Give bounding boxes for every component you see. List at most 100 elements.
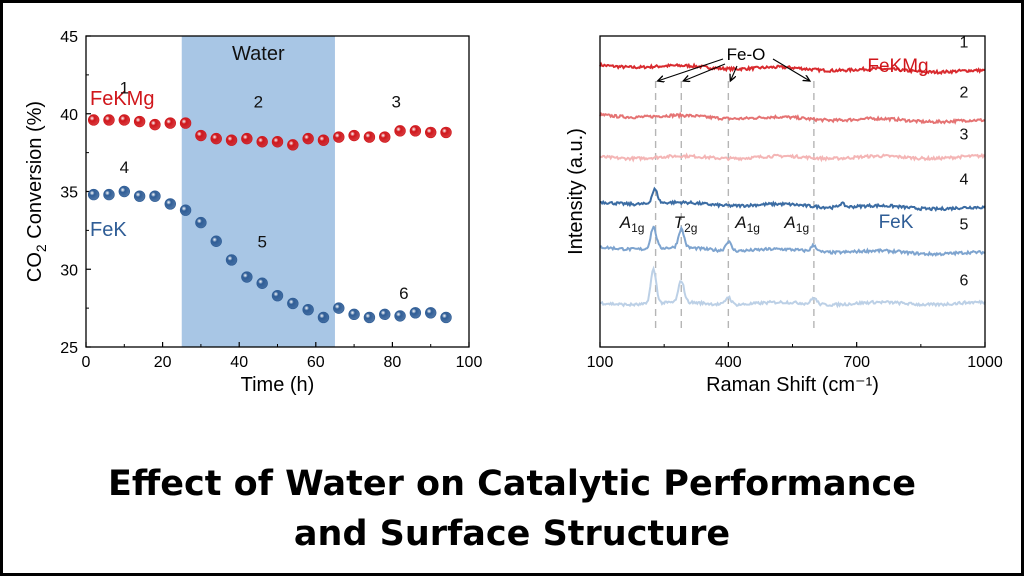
fe-o-arrow <box>730 65 738 81</box>
fe-o-label: Fe-O <box>727 45 766 64</box>
data-point-fek <box>118 185 131 198</box>
y-tick-label: 40 <box>60 107 78 124</box>
data-point-fekmg <box>210 132 222 145</box>
data-point-fekmg <box>409 125 422 137</box>
data-point-fek <box>195 216 207 229</box>
data-point-fek <box>409 307 422 319</box>
spectrum-5 <box>599 225 986 257</box>
annotation-1: 1 <box>120 79 129 98</box>
spectrum-1 <box>599 61 986 76</box>
data-point-fekmg <box>379 131 391 143</box>
data-point-fekmg <box>164 117 176 129</box>
series-label-fek: FeK <box>90 219 127 241</box>
water-region-label: Water <box>232 43 285 65</box>
x-tick-label: 1000 <box>967 354 1003 371</box>
spectrum-number-6: 6 <box>960 272 969 289</box>
data-point-fek <box>103 188 115 201</box>
group-label-fek: FeK <box>879 212 914 233</box>
data-point-fekmg <box>241 132 253 145</box>
y-axis-label-part: Conversion (%) <box>24 101 46 244</box>
annotation-3: 3 <box>391 93 400 112</box>
data-point-fek <box>440 311 452 324</box>
data-point-fek <box>271 289 284 302</box>
peak-label-subscript: 2g <box>684 221 697 235</box>
data-point-fekmg <box>271 136 284 148</box>
y-axis-label: CO2 Conversion (%) <box>24 101 49 282</box>
peak-label-subscript: 1g <box>747 221 760 235</box>
spectrum-3 <box>599 152 986 163</box>
peak-label-symbol: A <box>619 213 631 232</box>
x-tick-label: 400 <box>715 354 742 371</box>
annotation-5: 5 <box>257 232 266 251</box>
data-point-fek <box>302 303 314 316</box>
spectrum-number-3: 3 <box>960 126 969 143</box>
data-point-fek <box>317 311 330 324</box>
data-point-fekmg <box>363 131 376 143</box>
figure-caption: Effect of Water on Catalytic Performance… <box>3 459 1021 559</box>
data-point-fek <box>149 190 161 202</box>
spectrum-number-2: 2 <box>960 84 969 101</box>
peak-label: A1g <box>734 213 760 235</box>
x-axis-label: Raman Shift (cm⁻¹) <box>706 374 879 396</box>
peak-label: T2g <box>674 213 698 235</box>
spectrum-2 <box>599 111 986 125</box>
x-tick-label: 40 <box>230 354 248 371</box>
data-point-fekmg <box>425 126 437 139</box>
data-point-fek <box>425 307 437 319</box>
data-point-fekmg <box>118 114 131 126</box>
y-axis-label: Intensity (a.u.) <box>565 128 587 255</box>
peak-label-subscript: 1g <box>796 221 809 235</box>
data-point-fekmg <box>256 136 268 148</box>
data-point-fek <box>225 254 238 266</box>
y-tick-label: 30 <box>60 262 78 279</box>
data-point-fek <box>179 204 192 216</box>
series-label-fekmg: FeKMg <box>90 88 154 110</box>
water-shaded-region <box>181 36 335 347</box>
data-point-fekmg <box>317 134 330 146</box>
x-tick-label: 0 <box>82 354 91 371</box>
data-point-fekmg <box>87 114 100 126</box>
data-point-fekmg <box>179 117 192 129</box>
data-point-fekmg <box>440 126 452 139</box>
data-point-fekmg <box>133 115 146 128</box>
x-tick-label: 80 <box>384 354 402 371</box>
group-label-fekmg: FeKMg <box>867 56 928 77</box>
peak-label-symbol: A <box>783 213 795 232</box>
x-axis-label: Time (h) <box>241 374 315 396</box>
data-point-fekmg <box>394 125 406 137</box>
spectrum-4 <box>599 186 986 212</box>
data-point-fek <box>287 297 299 310</box>
x-tick-label: 60 <box>307 354 325 371</box>
data-point-fek <box>164 198 176 210</box>
fe-o-arrow <box>772 58 810 81</box>
annotation-6: 6 <box>399 284 408 303</box>
data-point-fek <box>333 302 345 314</box>
annotation-2: 2 <box>254 93 263 112</box>
annotation-4: 4 <box>120 158 129 177</box>
data-point-fek <box>256 277 268 289</box>
data-point-fek <box>241 271 253 283</box>
data-point-fek <box>348 308 360 321</box>
y-tick-label: 25 <box>60 340 78 357</box>
data-point-fekmg <box>149 118 161 131</box>
data-point-fekmg <box>195 129 207 142</box>
fe-o-arrow <box>658 58 724 81</box>
peak-label: A1g <box>783 213 809 235</box>
spectrum-6 <box>599 265 986 309</box>
x-tick-label: 700 <box>843 354 870 371</box>
data-point-fek <box>394 310 406 322</box>
data-point-fekmg <box>302 132 314 145</box>
data-point-fek <box>210 235 222 247</box>
data-point-fekmg <box>333 131 345 143</box>
figure-frame: Water 0 20 40 60 80 100 25 30 35 40 45 Time (h) CO2 C… <box>3 3 1021 573</box>
raman-spectra-chart: 1 2 3 4 5 6 100 400 700 1000 Raman Shift (cm⁻¹) Int… <box>565 35 1003 396</box>
y-axis-label-part: CO <box>24 252 46 282</box>
spectrum-number-5: 5 <box>960 216 969 233</box>
x-tick-label: 100 <box>587 354 614 371</box>
caption-line-1: Effect of Water on Catalytic Performance <box>108 464 916 504</box>
spectrum-number-4: 4 <box>960 171 969 188</box>
data-point-fekmg <box>225 134 238 146</box>
data-point-fek <box>363 311 376 324</box>
y-tick-label: 45 <box>60 29 78 46</box>
